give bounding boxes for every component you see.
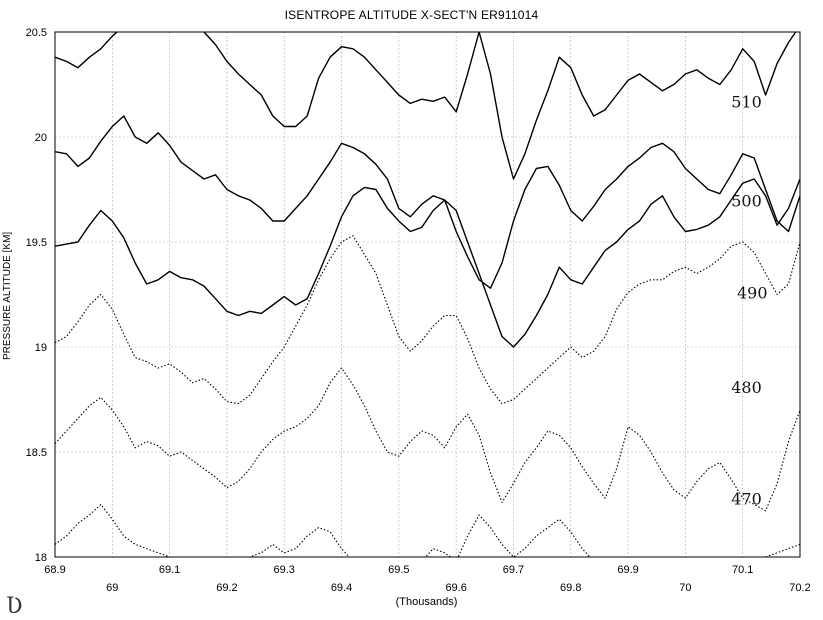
isentrope-label: 510 — [731, 93, 762, 112]
isentrope-annotations: 510 500 490 480 470 — [731, 93, 767, 509]
x-tick-label: 68.9 — [44, 564, 65, 576]
x-tick-label: 69.3 — [274, 564, 295, 576]
y-tick-label: 20 — [35, 132, 47, 144]
x-tick-label: 70.1 — [732, 564, 753, 576]
series-group — [55, 32, 800, 557]
x-axis-label: (Thousands) — [395, 596, 458, 608]
handwritten-page-mark: Ʋ — [6, 594, 23, 619]
isentrope-label: 470 — [731, 490, 762, 509]
chart-title: ISENTROPE ALTITUDE X-SECT'N ER911014 — [284, 8, 539, 22]
y-tick-label: 19 — [35, 342, 47, 354]
y-tick-label: 19.5 — [26, 237, 47, 249]
y-tick-label: 18 — [35, 552, 47, 564]
plot-frame — [54, 31, 801, 558]
x-tick-label: 70 — [679, 582, 691, 594]
series-line-500 — [55, 115, 800, 289]
x-tick-label: 69.8 — [560, 582, 581, 594]
isentrope-label: 490 — [737, 284, 768, 303]
x-tick-label: 69.6 — [445, 582, 466, 594]
y-tick-label: 18.5 — [26, 447, 47, 459]
x-tick-label: 69.2 — [216, 582, 237, 594]
isentrope-label: 500 — [731, 191, 762, 210]
series-line-510 — [55, 32, 797, 180]
series-line-490 — [55, 178, 800, 348]
series-line-460 — [55, 503, 800, 557]
series-line-480 — [55, 235, 800, 405]
y-axis-label: PRESSURE ALTITUDE [KM] — [2, 231, 13, 360]
grid-lines — [54, 31, 801, 558]
x-tick-label: 69.7 — [503, 564, 524, 576]
tick-labels: 68.9 69 69.1 69.2 69.3 69.4 69.5 69.6 69.7 69.8 69… — [26, 27, 811, 594]
x-tick-label: 69.4 — [331, 582, 352, 594]
x-tick-label: 69.5 — [388, 564, 409, 576]
y-tick-label: 20.5 — [26, 27, 47, 39]
x-tick-label: 70.2 — [789, 582, 810, 594]
x-tick-label: 69.1 — [159, 564, 180, 576]
series-line-470 — [55, 367, 800, 512]
isentrope-label: 480 — [731, 378, 762, 397]
x-tick-label: 69.9 — [617, 564, 638, 576]
x-tick-label: 69 — [106, 582, 118, 594]
